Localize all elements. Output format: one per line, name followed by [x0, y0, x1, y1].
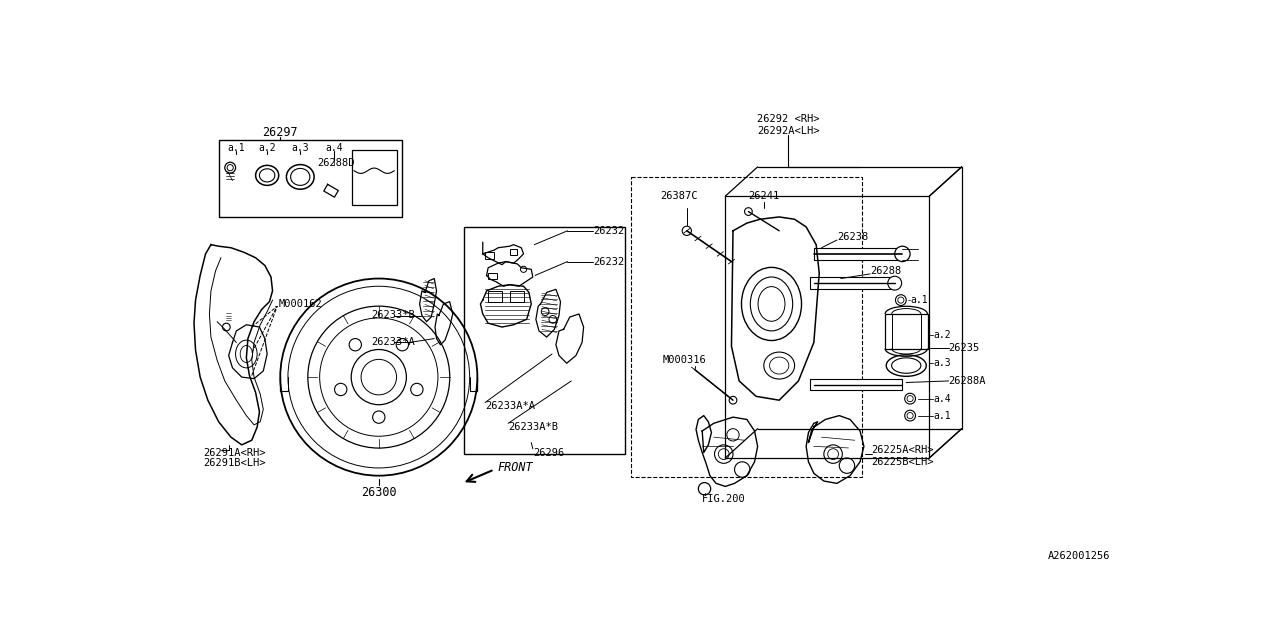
Text: 26292 <RH>: 26292 <RH>: [758, 114, 819, 124]
Text: FRONT: FRONT: [498, 461, 532, 474]
Bar: [631, 177, 861, 477]
Text: a.1: a.1: [910, 295, 928, 305]
Circle shape: [888, 276, 901, 290]
Bar: [814, 248, 902, 260]
Bar: [810, 380, 902, 390]
Bar: [485, 252, 494, 259]
Text: a.4: a.4: [933, 394, 951, 404]
Circle shape: [905, 410, 915, 421]
Bar: [352, 150, 397, 205]
Text: 26288: 26288: [870, 266, 901, 276]
Text: 26288A: 26288A: [948, 376, 986, 386]
Text: a.4: a.4: [325, 143, 343, 154]
Text: 26225B<LH>: 26225B<LH>: [872, 457, 934, 467]
Circle shape: [735, 462, 750, 477]
Circle shape: [549, 316, 557, 323]
Text: 26291B<LH>: 26291B<LH>: [204, 458, 266, 468]
Bar: [509, 291, 524, 301]
Circle shape: [372, 411, 385, 423]
Text: 26291A<RH>: 26291A<RH>: [204, 447, 266, 458]
Text: 26296: 26296: [532, 447, 564, 458]
Text: M000316: M000316: [662, 355, 705, 365]
Text: 26233*B: 26233*B: [371, 310, 415, 321]
Text: a.1: a.1: [933, 411, 951, 420]
Text: 26235: 26235: [948, 343, 980, 353]
Circle shape: [727, 429, 739, 441]
Text: 26233A*B: 26233A*B: [508, 422, 558, 432]
Bar: [463, 227, 625, 454]
Text: 26241: 26241: [749, 191, 780, 201]
Circle shape: [397, 339, 408, 351]
Bar: [219, 140, 402, 217]
Circle shape: [699, 483, 710, 495]
Circle shape: [895, 246, 910, 262]
Circle shape: [840, 458, 855, 474]
Text: M000162: M000162: [279, 299, 323, 309]
Circle shape: [824, 445, 842, 463]
Text: 26300: 26300: [361, 486, 397, 499]
Circle shape: [905, 393, 915, 404]
Circle shape: [411, 383, 424, 396]
Bar: [886, 314, 928, 349]
Text: a.2: a.2: [259, 143, 276, 154]
Text: 26232: 26232: [593, 226, 625, 236]
Circle shape: [714, 445, 733, 463]
Text: 26292A<LH>: 26292A<LH>: [758, 125, 819, 136]
Text: FIG.200: FIG.200: [703, 494, 746, 504]
Text: 26225A<RH>: 26225A<RH>: [872, 445, 934, 455]
Bar: [810, 277, 895, 289]
Bar: [509, 249, 517, 255]
Text: A262001256: A262001256: [1048, 551, 1110, 561]
Text: a.2: a.2: [933, 330, 951, 340]
Bar: [488, 273, 498, 279]
Circle shape: [541, 308, 549, 316]
Text: a.3: a.3: [933, 358, 951, 368]
Text: 26232: 26232: [593, 257, 625, 267]
Text: 26233*A: 26233*A: [371, 337, 415, 348]
Circle shape: [334, 383, 347, 396]
Circle shape: [351, 349, 406, 404]
Circle shape: [349, 339, 361, 351]
Text: 26238: 26238: [837, 232, 868, 242]
Text: a.1: a.1: [228, 143, 246, 154]
Text: 26297: 26297: [262, 125, 298, 139]
Bar: [488, 291, 502, 301]
Text: a.3: a.3: [292, 143, 308, 154]
Text: 26233A*A: 26233A*A: [485, 401, 535, 412]
Circle shape: [896, 294, 906, 305]
Text: 26387C: 26387C: [660, 191, 698, 201]
Text: 26288D: 26288D: [317, 158, 355, 168]
